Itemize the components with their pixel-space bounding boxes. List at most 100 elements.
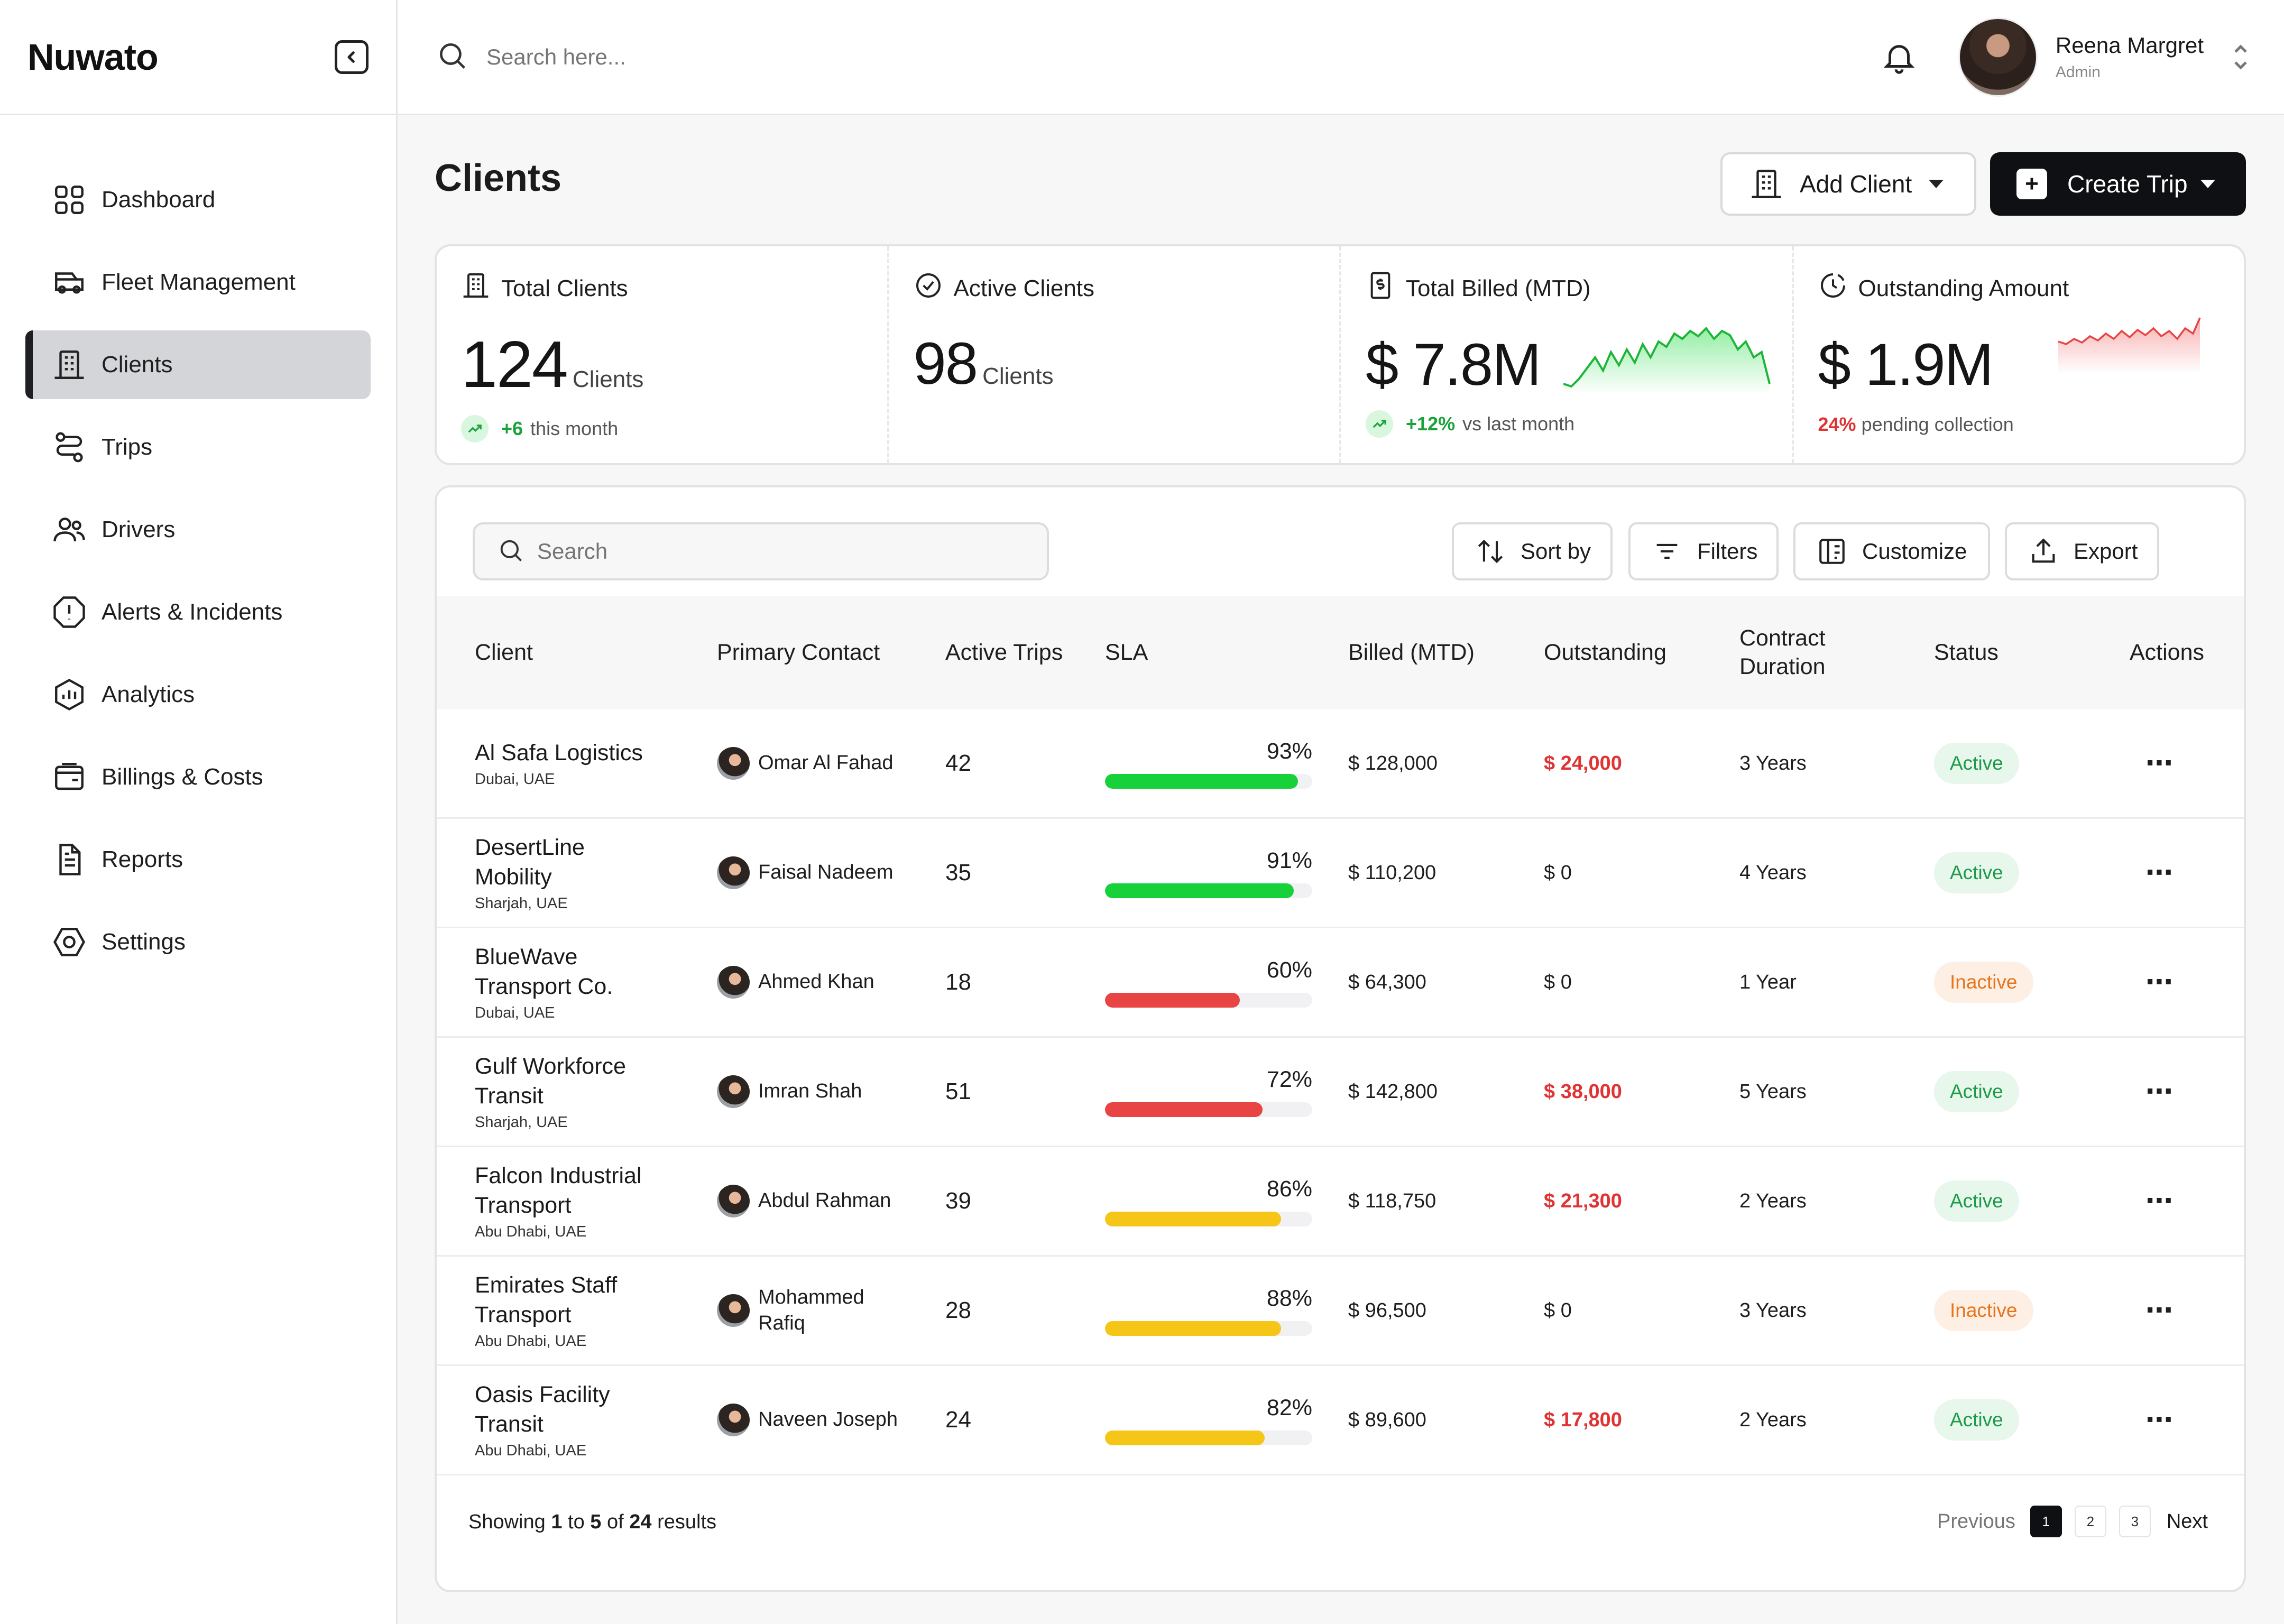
client-location: Abu Dhabi, UAE [475,1332,587,1350]
client-location: Dubai, UAE [475,771,555,788]
sidebar-item-alerts[interactable]: Alerts & Incidents [25,578,371,647]
sla-cell: 93% [1105,709,1312,817]
status-badge: Active [1934,1180,2019,1222]
col-outstanding[interactable]: Outstanding [1544,640,1666,666]
table-row[interactable]: DesertLine Mobility Sharjah, UAE Faisal N… [437,819,2244,928]
create-trip-label: Create Trip [2067,170,2188,198]
customize-button[interactable]: Customize [1793,522,1990,580]
pagination-previous[interactable]: Previous [1937,1510,2015,1533]
client-name[interactable]: Falcon Industrial Transport [475,1163,642,1218]
sidebar: Nuwato Dashboard Fleet Management Client… [0,0,398,1624]
sidebar-item-drivers[interactable]: Drivers [25,495,371,564]
global-search-input[interactable] [486,44,962,70]
more-actions-icon[interactable]: ⋯ [2145,1186,2175,1216]
sidebar-item-analytics[interactable]: Analytics [25,660,371,729]
client-name[interactable]: Gulf Workforce Transit [475,1054,626,1109]
active-trips: 42 [945,750,971,776]
client-cell: Falcon Industrial Transport Abu Dhabi, UA… [475,1147,697,1255]
client-location: Abu Dhabi, UAE [475,1442,587,1459]
table-body: Al Safa Logistics Dubai, UAE Omar Al Fah… [437,709,2244,1475]
stat-unit: Clients [572,366,644,392]
table-row[interactable]: Falcon Industrial Transport Abu Dhabi, UA… [437,1147,2244,1257]
sidebar-item-dashboard[interactable]: Dashboard [25,165,371,234]
sidebar-item-settings[interactable]: Settings [25,908,371,976]
sla-cell: 88% [1105,1257,1312,1364]
pagination-page[interactable]: 1 [2030,1506,2062,1537]
table-row[interactable]: Emirates Staff Transport Abu Dhabi, UAE M… [437,1257,2244,1366]
col-active-trips[interactable]: Active Trips [945,640,1063,666]
col-primary-contact[interactable]: Primary Contact [717,640,880,666]
pagination-page[interactable]: 3 [2119,1506,2151,1537]
client-name[interactable]: Oasis Facility Transit [475,1382,610,1437]
sla-progress-fill [1105,1211,1282,1226]
status-cell: Active [1934,1038,2019,1146]
sla-value: 91% [1266,847,1312,873]
client-location: Dubai, UAE [475,1004,555,1021]
sidebar-item-reports[interactable]: Reports [25,825,371,894]
active-trips: 24 [945,1407,971,1433]
status-cell: Inactive [1934,928,2033,1036]
clock-icon [1818,271,1858,306]
active-trips: 51 [945,1078,971,1104]
sla-value: 86% [1266,1176,1312,1202]
create-trip-button[interactable]: + Create Trip [1990,152,2246,216]
filters-button[interactable]: Filters [1628,522,1779,580]
user-info[interactable]: Reena Margret Admin [2056,33,2204,81]
client-cell: Al Safa Logistics Dubai, UAE [475,709,697,817]
pagination-page[interactable]: 2 [2074,1506,2106,1537]
status-cell: Active [1934,1366,2019,1474]
col-contract-duration[interactable]: Contract Duration [1739,625,1826,679]
client-cell: Gulf Workforce Transit Sharjah, UAE [475,1038,697,1146]
contact-cell: Imran Shah [717,1038,939,1146]
add-client-button[interactable]: Add Client [1720,152,1976,216]
more-actions-icon[interactable]: ⋯ [2145,857,2175,888]
more-actions-icon[interactable]: ⋯ [2145,1295,2175,1326]
table-row[interactable]: Oasis Facility Transit Abu Dhabi, UAE Nav… [437,1366,2244,1475]
stat-total-clients: Total Clients 124 Clients +6 this month [437,246,889,463]
table-search[interactable] [473,522,1049,580]
more-actions-icon[interactable]: ⋯ [2145,1076,2175,1107]
client-name[interactable]: DesertLine Mobility [475,835,585,890]
client-name[interactable]: BlueWave Transport Co. [475,944,613,999]
table-row[interactable]: Gulf Workforce Transit Sharjah, UAE Imran… [437,1038,2244,1147]
caret-down-icon [1929,180,1944,188]
building-icon [461,271,501,306]
sidebar-item-fleet-management[interactable]: Fleet Management [25,248,371,317]
more-actions-icon[interactable]: ⋯ [2145,1405,2175,1435]
table-row[interactable]: Al Safa Logistics Dubai, UAE Omar Al Fah… [437,709,2244,819]
building-icon [51,346,88,383]
sla-value: 88% [1266,1285,1312,1311]
more-actions-icon[interactable]: ⋯ [2145,967,2175,998]
sort-by-button[interactable]: Sort by [1452,522,1613,580]
status-badge: Inactive [1934,1290,2033,1331]
sidebar-item-clients[interactable]: Clients [25,330,371,399]
more-actions-icon[interactable]: ⋯ [2145,748,2175,779]
chevron-updown-icon[interactable] [2229,41,2252,73]
sla-progress-track [1105,1430,1312,1445]
report-icon [51,841,88,878]
col-sla[interactable]: SLA [1105,640,1148,666]
col-status[interactable]: Status [1934,640,1998,666]
pagination: Previous 1 2 3 Next [1937,1506,2208,1537]
col-client[interactable]: Client [475,640,533,666]
pagination-next[interactable]: Next [2166,1510,2208,1533]
user-avatar[interactable] [1958,17,2038,97]
sidebar-item-trips[interactable]: Trips [25,413,371,482]
sidebar-collapse-icon[interactable] [335,40,369,74]
col-billed[interactable]: Billed (MTD) [1348,640,1475,666]
table-header: Client Primary Contact Active Trips SLA … [437,596,2244,709]
sla-progress-fill [1105,883,1294,898]
caret-down-icon [2200,180,2215,188]
sidebar-item-billings[interactable]: Billings & Costs [25,743,371,811]
route-icon [51,429,88,466]
contact-cell: Abdul Rahman [717,1147,939,1255]
check-badge-icon [914,271,954,306]
bell-icon[interactable] [1878,36,1920,78]
client-name[interactable]: Al Safa Logistics [475,740,643,765]
table-row[interactable]: BlueWave Transport Co. Dubai, UAE Ahmed K… [437,928,2244,1038]
sidebar-item-label: Drivers [102,516,176,542]
export-button[interactable]: Export [2005,522,2159,580]
client-name[interactable]: Emirates Staff Transport [475,1272,618,1327]
grid-icon [51,181,88,218]
table-search-input[interactable] [537,539,1013,564]
